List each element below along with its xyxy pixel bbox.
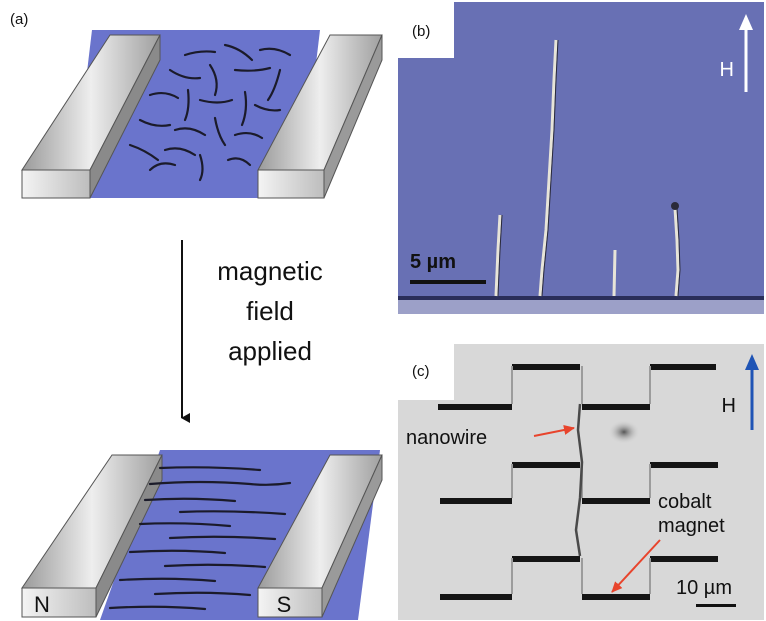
scale-label-c: 10 µm bbox=[676, 577, 732, 599]
cobalt-label: cobalt bbox=[658, 491, 712, 513]
nanowire-bridge bbox=[574, 403, 584, 557]
nanowire-chains bbox=[494, 39, 680, 297]
panel-b-label: (b) bbox=[412, 23, 430, 40]
nanowire-chain-outlines bbox=[497, 39, 681, 297]
arrow-text-line3: applied bbox=[228, 336, 312, 366]
substrate bbox=[398, 300, 764, 314]
particle-blob bbox=[608, 420, 640, 444]
magnet-pointer bbox=[611, 539, 661, 593]
panel-a-label: (a) bbox=[10, 11, 28, 28]
panel-a: (a) bbox=[10, 11, 383, 620]
scale-bar-b bbox=[410, 280, 486, 284]
panel-b: (b) H 5 µm bbox=[398, 2, 764, 314]
right-electrode-side bbox=[323, 34, 383, 199]
scale-bar-c bbox=[696, 604, 736, 607]
nanowire-pointer bbox=[533, 425, 575, 437]
panel-c-label: (c) bbox=[412, 363, 430, 380]
chain-tip bbox=[671, 202, 679, 210]
field-arrowhead-c bbox=[745, 354, 759, 370]
field-arrowhead-b bbox=[739, 14, 753, 30]
panel-b-label-box bbox=[398, 2, 454, 58]
right-electrode-front bbox=[257, 169, 325, 199]
left-electrode-front bbox=[21, 169, 91, 199]
field-label-c: H bbox=[722, 395, 736, 417]
arrow-text-line2: field bbox=[246, 296, 294, 326]
device-before-field bbox=[21, 30, 383, 199]
scale-label-b: 5 µm bbox=[410, 251, 456, 273]
panel-c: (c) bbox=[398, 344, 764, 620]
right-electrode-side-after bbox=[321, 454, 383, 618]
device-after-field: N S bbox=[21, 450, 383, 620]
random-nanowires bbox=[128, 43, 292, 182]
aligned-nanowires bbox=[108, 466, 292, 611]
magnet-steps bbox=[511, 366, 651, 594]
field-label-b: H bbox=[720, 59, 734, 81]
nanowire-label: nanowire bbox=[406, 427, 487, 449]
substrate-edge bbox=[398, 296, 764, 300]
south-pole-label: S bbox=[277, 592, 292, 617]
north-pole-label: N bbox=[34, 592, 50, 617]
cobalt-magnets bbox=[438, 364, 718, 600]
magnet-label: magnet bbox=[658, 515, 725, 537]
micrograph-b bbox=[398, 2, 764, 314]
left-electrode-side bbox=[89, 34, 161, 199]
panel-c-label-box bbox=[398, 344, 454, 400]
left-electrode-side-after bbox=[95, 454, 163, 618]
arrow-text-line1: magnetic bbox=[217, 256, 323, 286]
